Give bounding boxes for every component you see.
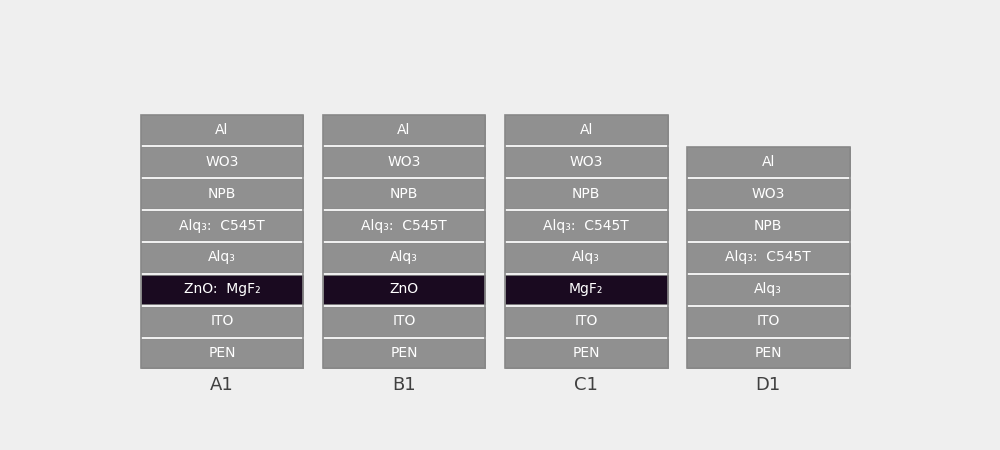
Bar (140, 306, 303, 336)
Bar (505, 243, 668, 272)
Text: PEN: PEN (572, 346, 600, 360)
Text: PEN: PEN (390, 346, 418, 360)
Bar (505, 211, 668, 240)
Bar (687, 243, 850, 272)
Text: NPB: NPB (390, 187, 418, 201)
Text: ITO: ITO (757, 315, 780, 328)
Bar (323, 306, 485, 336)
Bar (505, 306, 668, 336)
Text: NPB: NPB (572, 187, 600, 201)
Text: WO3: WO3 (752, 187, 785, 201)
Bar (323, 211, 485, 240)
Text: Alq₃:  C545T: Alq₃: C545T (179, 219, 265, 233)
Bar (323, 243, 485, 272)
Bar (505, 179, 668, 208)
Text: Al: Al (579, 123, 593, 137)
Bar (687, 338, 850, 368)
Bar (505, 115, 668, 144)
Text: WO3: WO3 (205, 155, 239, 169)
Text: PEN: PEN (755, 346, 782, 360)
Text: B1: B1 (392, 376, 416, 394)
Bar (323, 147, 485, 176)
Text: NPB: NPB (754, 219, 782, 233)
Bar (505, 147, 668, 176)
Bar (140, 211, 303, 240)
Bar (323, 179, 485, 208)
Text: Alq₃: Alq₃ (572, 251, 600, 265)
Text: D1: D1 (756, 376, 781, 394)
Text: NPB: NPB (208, 187, 236, 201)
Text: C1: C1 (574, 376, 598, 394)
Text: ITO: ITO (392, 315, 416, 328)
Bar (323, 338, 485, 368)
Text: WO3: WO3 (387, 155, 421, 169)
Bar (140, 338, 303, 368)
Bar (140, 115, 303, 368)
Text: Alq₃: Alq₃ (754, 283, 782, 297)
Bar (505, 115, 668, 368)
Text: Alq₃:  C545T: Alq₃: C545T (543, 219, 629, 233)
Text: Al: Al (762, 155, 775, 169)
Bar (323, 274, 485, 304)
Bar (140, 147, 303, 176)
Bar (687, 274, 850, 304)
Bar (140, 179, 303, 208)
Bar (687, 211, 850, 240)
Bar (323, 115, 485, 368)
Text: Alq₃: Alq₃ (390, 251, 418, 265)
Bar (687, 147, 850, 176)
Text: Al: Al (397, 123, 411, 137)
Bar (140, 243, 303, 272)
Text: Alq₃:  C545T: Alq₃: C545T (725, 251, 811, 265)
Text: Alq₃:  C545T: Alq₃: C545T (361, 219, 447, 233)
Text: WO3: WO3 (569, 155, 603, 169)
Bar (323, 115, 485, 144)
Text: ITO: ITO (574, 315, 598, 328)
Bar (687, 306, 850, 336)
Text: ZnO:  MgF₂: ZnO: MgF₂ (184, 283, 260, 297)
Text: Alq₃: Alq₃ (208, 251, 236, 265)
Text: ZnO: ZnO (389, 283, 419, 297)
Text: Al: Al (215, 123, 229, 137)
Bar (687, 147, 850, 368)
Bar (140, 115, 303, 144)
Text: PEN: PEN (208, 346, 236, 360)
Text: MgF₂: MgF₂ (569, 283, 603, 297)
Text: ITO: ITO (210, 315, 234, 328)
Bar (505, 274, 668, 304)
Text: A1: A1 (210, 376, 234, 394)
Bar (505, 338, 668, 368)
Bar (140, 274, 303, 304)
Bar (687, 179, 850, 208)
